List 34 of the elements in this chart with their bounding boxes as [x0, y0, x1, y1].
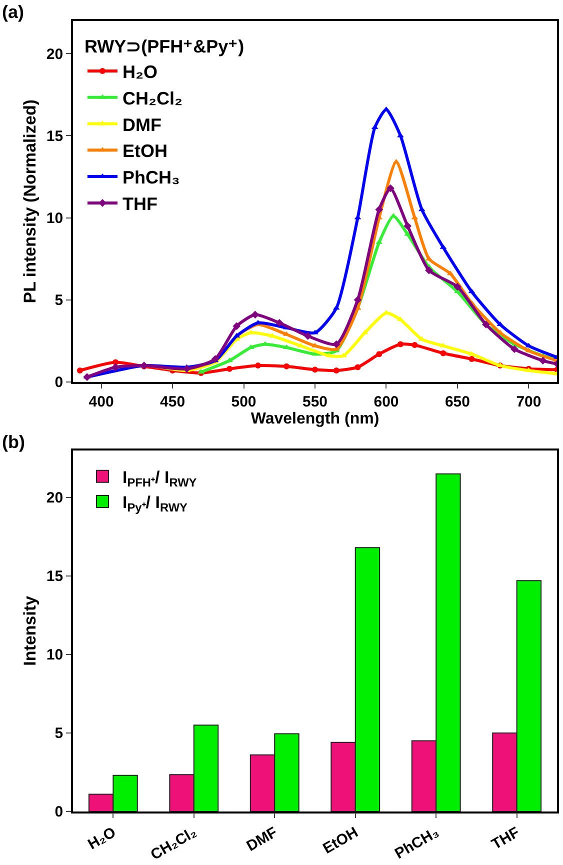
legend-title: RWY⊃(PFH⁺&Py⁺) — [84, 36, 244, 57]
legend-label: CH₂Cl₂ — [122, 88, 182, 108]
x-tick-label: 600 — [374, 394, 399, 411]
legend-label: THF — [122, 194, 158, 214]
legend-label: H₂O — [122, 62, 158, 82]
x-tick-label: 450 — [160, 394, 186, 411]
x-tick-label: DMF — [244, 824, 280, 855]
x-tick-label: 500 — [231, 394, 256, 411]
y-tick-label: 0 — [54, 804, 64, 821]
legend-label: I$_{PFH⁺}$/ I$_{RWY}$ — [122, 468, 197, 490]
legend-label: I$_{Py⁺}$/ I$_{RWY}$ — [122, 493, 188, 515]
legend-label: PhCH₃ — [122, 168, 180, 188]
y-tick-label: 15 — [46, 568, 64, 586]
text: (b) — [2, 432, 25, 452]
y-tick-label: 0 — [54, 374, 64, 392]
y-tick-label: 5 — [54, 725, 64, 742]
x-axis-title: Wavelength (nm) — [250, 410, 380, 428]
x-tick-label: H₂O — [85, 824, 120, 854]
y-tick-label: 20 — [46, 46, 64, 63]
y-axis-title: PL intensity (Normalized) — [20, 100, 40, 304]
legend-label: EtOH — [122, 141, 168, 162]
legend-label: DMF — [122, 114, 162, 135]
x-tick-label: 650 — [444, 394, 470, 411]
x-tick-label: THF — [488, 824, 523, 854]
x-tick-label: 700 — [516, 394, 542, 411]
y-tick-label: 5 — [54, 292, 64, 310]
y-tick-label: 10 — [46, 646, 64, 664]
y-tick-label: 15 — [46, 128, 64, 145]
text: (a) — [2, 2, 24, 22]
y-tick-label: 20 — [46, 490, 64, 507]
y-axis-title: Intensity — [20, 595, 40, 666]
x-tick-label: 400 — [88, 394, 114, 411]
y-tick-label: 10 — [46, 210, 64, 228]
x-tick-label: 550 — [302, 394, 328, 411]
